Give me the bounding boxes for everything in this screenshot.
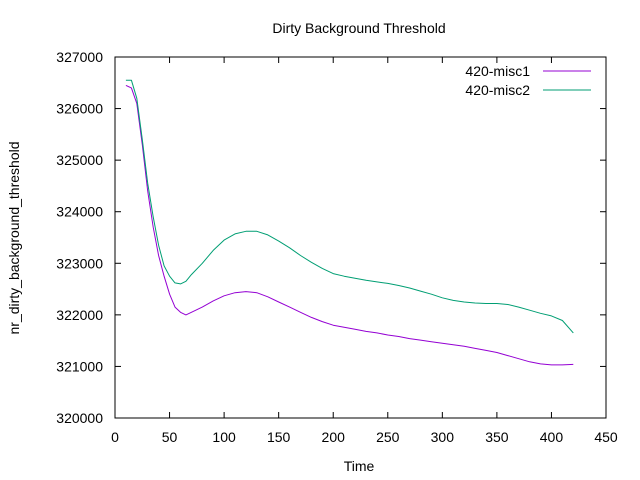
x-tick-label: 250 [376,429,400,445]
x-tick-label: 400 [540,429,564,445]
y-axis-ticks: 320000 321000 322000 323000 324000 325000 3260… [56,49,606,426]
y-tick-label: 325000 [56,152,103,168]
x-tick-label: 0 [111,429,119,445]
y-tick-label: 324000 [56,204,103,220]
x-tick-label: 300 [431,429,455,445]
series-line-1 [125,84,574,366]
chart-title: Dirty Background Threshold [272,20,445,36]
legend-label: 420-misc1 [465,63,530,79]
y-tick-label: 322000 [56,307,103,323]
series-lines [125,79,574,366]
y-tick-label: 321000 [56,358,103,374]
x-tick-label: 100 [212,429,236,445]
x-axis-label: Time [344,458,375,474]
x-tick-label: 50 [162,429,178,445]
y-tick-label: 320000 [56,410,103,426]
y-tick-label: 326000 [56,101,103,117]
y-tick-label: 327000 [56,49,103,65]
x-tick-label: 450 [594,429,618,445]
x-tick-label: 150 [267,429,291,445]
legend-label: 420-misc2 [465,82,530,98]
x-axis-ticks: 0 50 100 150 200 250 300 350 400 450 [111,57,618,445]
x-tick-label: 350 [485,429,509,445]
y-tick-label: 323000 [56,255,103,271]
series-line-2 [125,79,574,334]
plot-frame [114,56,607,419]
y-axis-label: nr_dirty_background_threshold [6,141,22,334]
x-tick-label: 200 [322,429,346,445]
legend: 420-misc1 420-misc2 [465,63,591,98]
